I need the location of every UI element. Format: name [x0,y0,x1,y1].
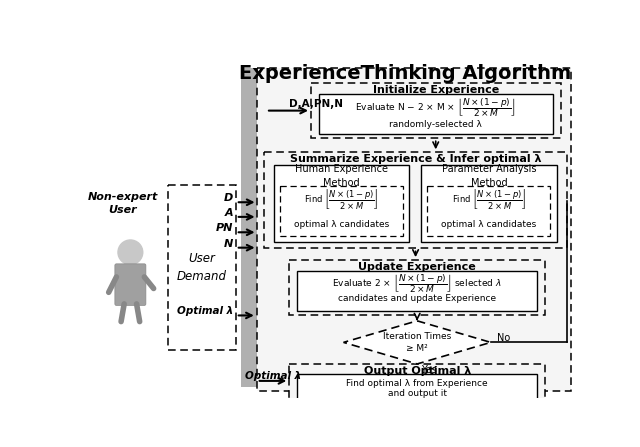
Bar [421,165,557,242]
Text: D,A,PN,N: D,A,PN,N [289,100,343,110]
Bar [274,165,410,242]
Text: optimal λ candidates: optimal λ candidates [294,220,389,229]
Text: Optimal λ: Optimal λ [177,306,234,316]
Text: User
Demand: User Demand [177,252,227,283]
Bar [311,83,561,138]
Bar [297,271,537,311]
Text: candidates and update Experience: candidates and update Experience [338,294,496,303]
Bar [289,260,545,316]
Text: Optimal λ: Optimal λ [245,371,301,381]
Bar [257,67,571,391]
Bar [428,186,550,236]
Text: A: A [225,208,234,218]
Bar [280,186,403,236]
Polygon shape [344,321,491,364]
Text: and output it: and output it [388,389,447,398]
Text: Evaluate 2 $\times$ $\left\lfloor\dfrac{N\times(1-p)}{2\times M}\right\rfloor$ s: Evaluate 2 $\times$ $\left\lfloor\dfrac{… [332,272,502,295]
Text: optimal λ candidates: optimal λ candidates [441,220,536,229]
FancyBboxPatch shape [115,264,146,305]
Text: D: D [224,194,234,203]
Text: Human Experience
Method: Human Experience Method [295,164,388,188]
Text: Output Optimal λ: Output Optimal λ [364,366,471,376]
Text: N: N [224,239,234,249]
Text: Iteration Times: Iteration Times [383,332,451,341]
Bar [241,67,257,387]
Text: ExperienceThinking Algorithm: ExperienceThinking Algorithm [239,64,572,84]
Circle shape [118,240,143,265]
Text: ≥ M²: ≥ M² [406,344,428,353]
Bar [264,152,566,249]
Text: No: No [497,333,510,343]
Bar [289,364,545,406]
Text: Parameter Analysis
Method: Parameter Analysis Method [442,164,536,188]
Text: Summarize Experience & Infer optimal λ: Summarize Experience & Infer optimal λ [290,154,541,164]
Text: Update Experience: Update Experience [358,262,476,272]
Bar [168,185,236,350]
Text: Evaluate N $-$ 2 $\times$ M $\times$ $\left\lfloor\dfrac{N\times(1-p)}{2\times M: Evaluate N $-$ 2 $\times$ M $\times$ $\l… [355,96,516,119]
Text: Find $\left\lfloor\dfrac{N\times(1-p)}{2\times M}\right\rfloor$: Find $\left\lfloor\dfrac{N\times(1-p)}{2… [305,188,379,212]
Bar [319,94,553,134]
Bar [297,374,537,403]
Text: Non-expert
User: Non-expert User [88,192,158,215]
Text: PN: PN [216,224,234,233]
Text: Yes: Yes [421,365,436,375]
Text: randomly-selected λ: randomly-selected λ [389,120,482,129]
Text: Find optimal λ from Experience: Find optimal λ from Experience [346,379,488,388]
Text: Find $\left\lfloor\dfrac{N\times(1-p)}{2\times M}\right\rfloor$: Find $\left\lfloor\dfrac{N\times(1-p)}{2… [452,188,526,212]
Text: Initialize Experience: Initialize Experience [372,85,499,95]
